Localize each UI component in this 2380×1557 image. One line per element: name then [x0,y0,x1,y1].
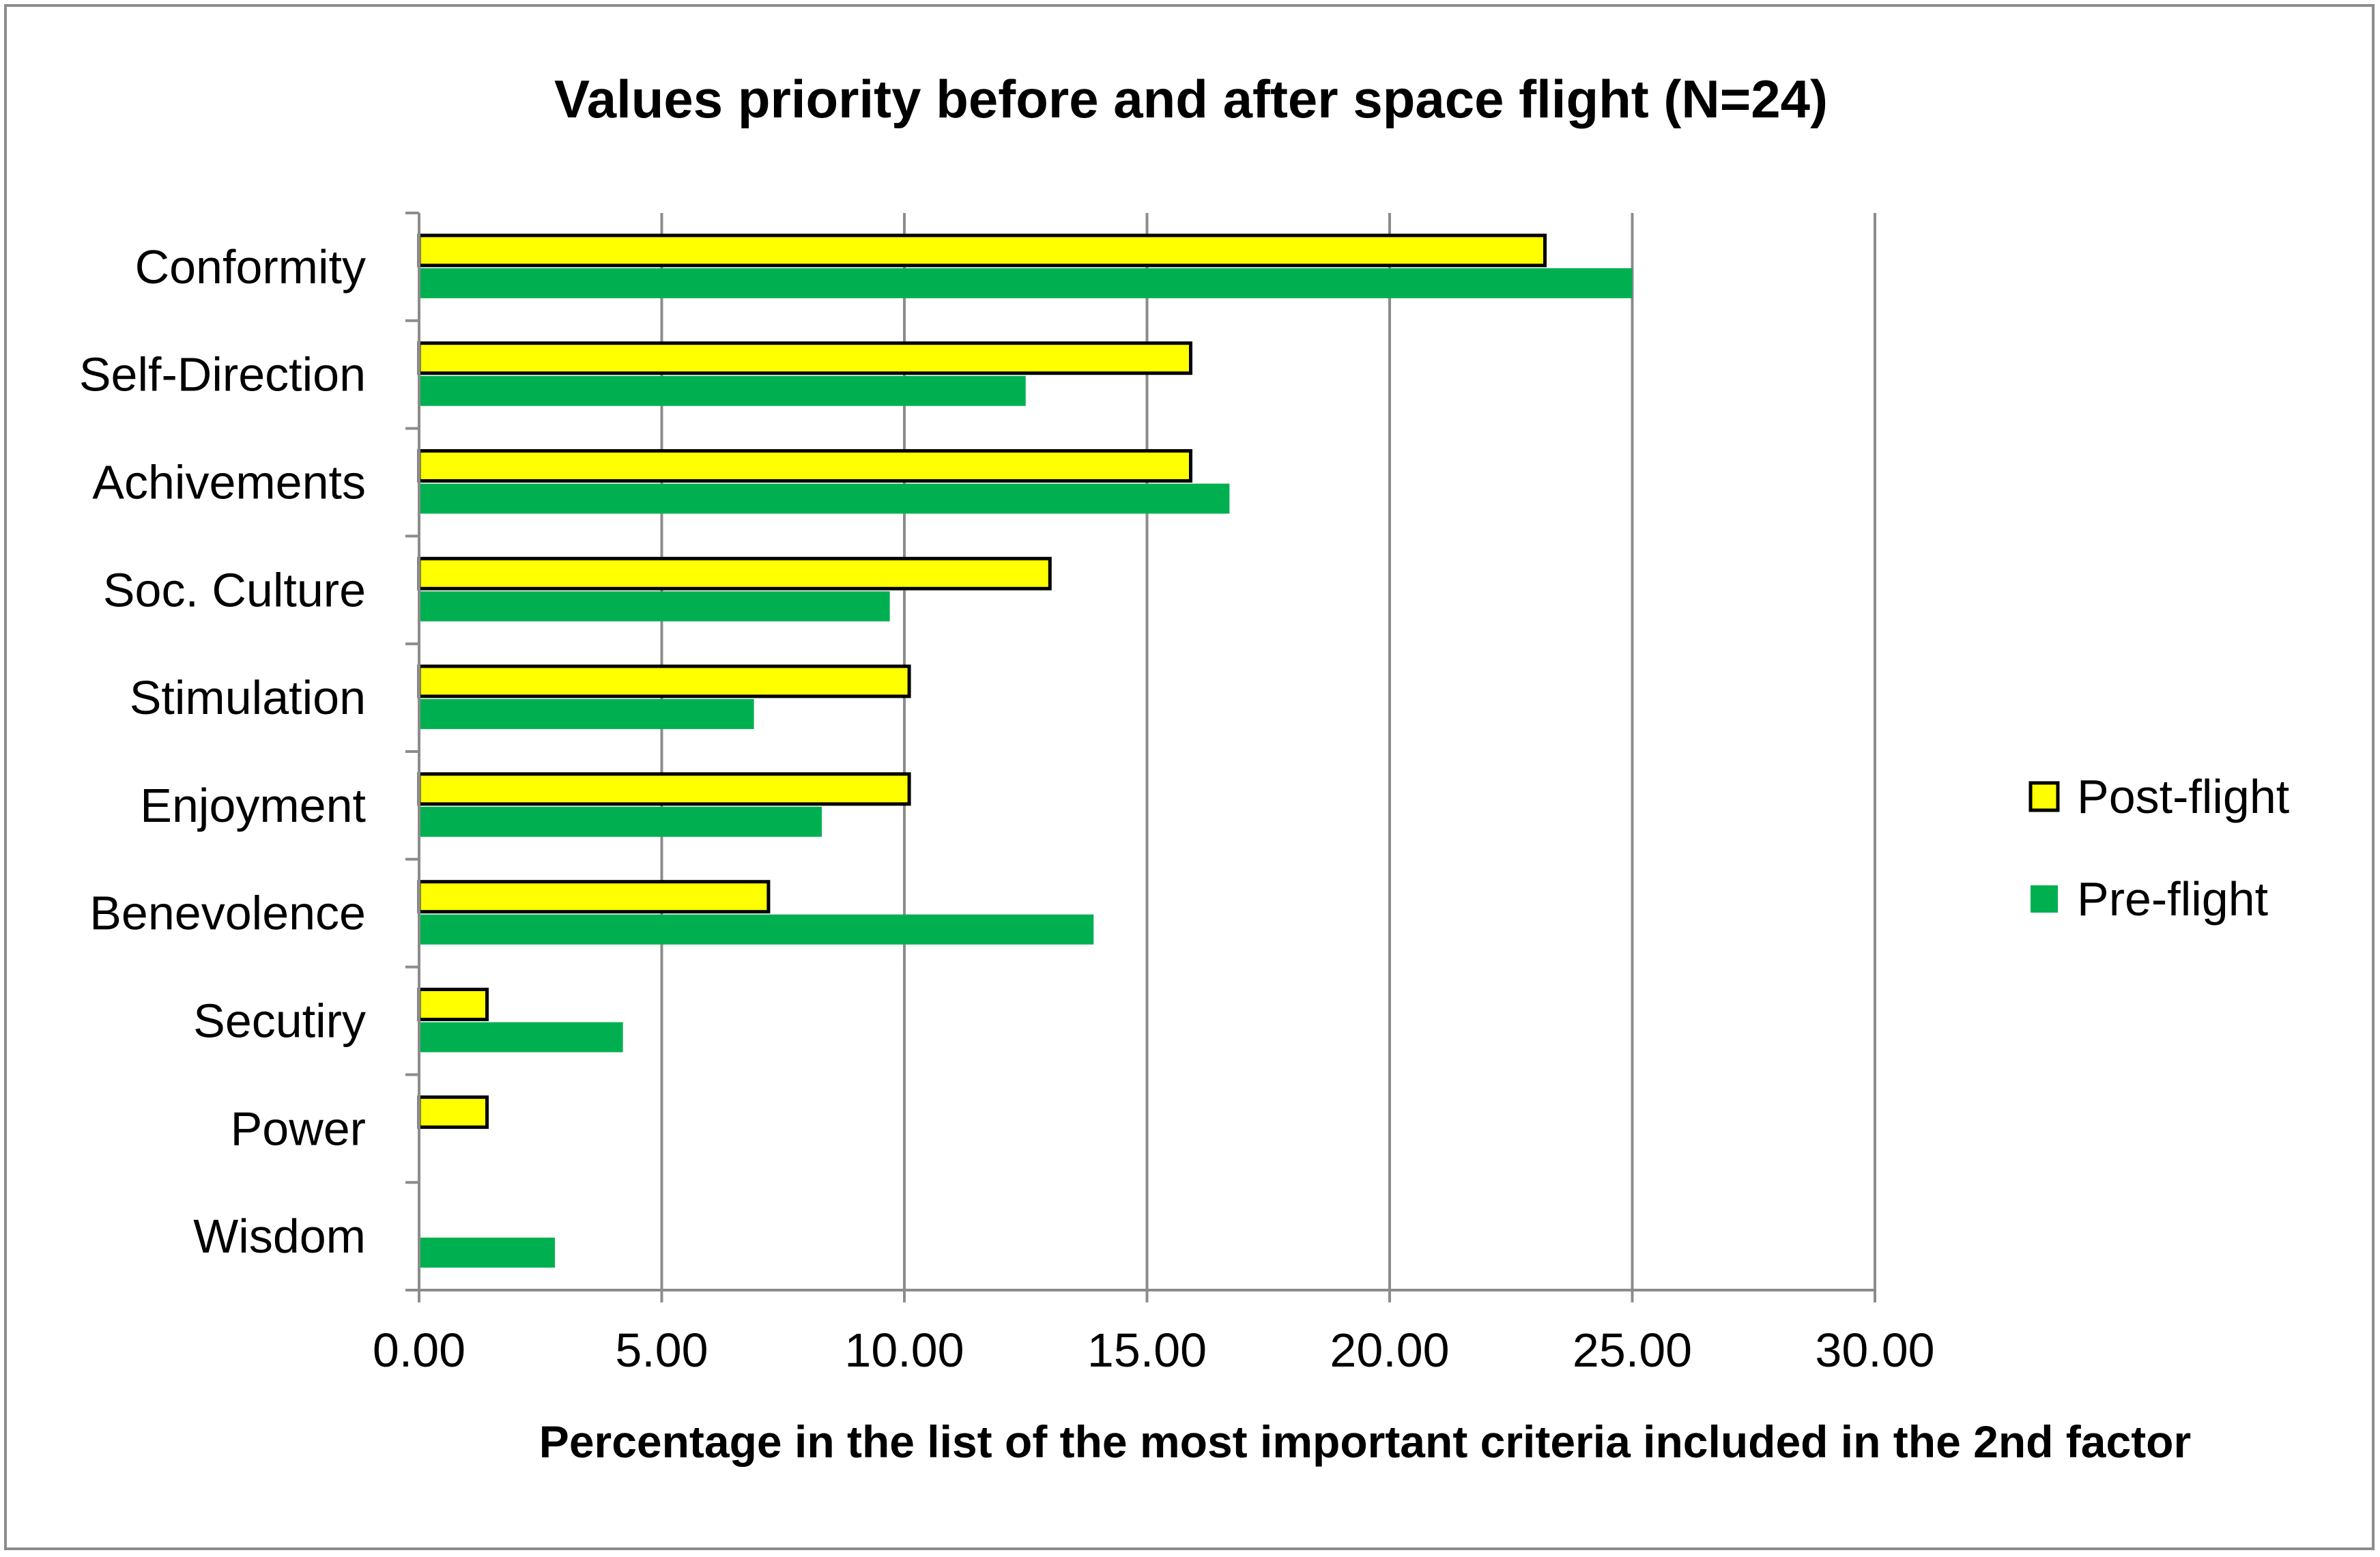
bar-pre-flight-conformity [419,268,1633,298]
legend-swatch-post-flight [2028,781,2060,812]
x-tick-label-4: 20.00 [1330,1324,1449,1377]
x-tick-label-3: 15.00 [1087,1324,1207,1377]
legend-label-post-flight: Post-flight [2077,770,2289,823]
bar-post-flight-conformity [417,233,1547,268]
bar-post-flight-self-direction [417,341,1192,375]
bar-post-flight-stimulation [417,664,911,698]
category-label-secutiry: Secutiry [193,995,366,1048]
category-label-self-direction: Self-Direction [79,348,366,401]
bar-post-flight-achivements [417,449,1192,483]
x-axis-title: Percentage in the list of the most impor… [539,1416,2191,1467]
bar-post-flight-soc-culture [417,556,1052,590]
category-label-achivements: Achivements [92,456,366,509]
x-tick-label-0: 0.00 [373,1324,465,1377]
x-tick-label-5: 25.00 [1573,1324,1692,1377]
legend: Post-flight Pre-flight [2028,770,2289,926]
bar-pre-flight-self-direction [419,375,1026,406]
category-label-benevolence: Benevolence [89,887,366,940]
bar-pre-flight-secutiry [419,1022,623,1053]
bar-post-flight-benevolence [417,880,771,914]
legend-label-pre-flight: Pre-flight [2077,872,2268,926]
bar-pre-flight-achivements [419,483,1230,514]
category-label-soc-culture: Soc. Culture [103,563,366,616]
chart-title: Values priority before and after space f… [554,69,1828,129]
bar-pre-flight-enjoyment [419,806,822,837]
x-tick-label-1: 5.00 [615,1324,708,1377]
bar-post-flight-enjoyment [417,772,911,806]
x-tick-label-2: 10.00 [844,1324,964,1377]
bar-post-flight-secutiry [417,988,489,1021]
labels-layer: 0.00 5.00 10.00 15.00 20.00 25.00 30.00 Conform… [79,240,1935,1377]
category-label-wisdom: Wisdom [193,1210,366,1263]
category-label-stimulation: Stimulation [130,671,366,724]
x-tick-label-6: 30.00 [1815,1324,1934,1377]
category-label-power: Power [231,1102,366,1155]
bar-post-flight-power [417,1095,489,1129]
category-label-enjoyment: Enjoyment [140,779,366,832]
bar-pre-flight-stimulation [419,699,754,730]
axis-layer [405,212,1876,1302]
bar-pre-flight-soc-culture [419,591,890,622]
bar-pre-flight-wisdom [419,1238,556,1268]
legend-swatch-pre-flight [2031,885,2058,913]
category-label-conformity: Conformity [135,240,366,294]
bars-layer [417,233,1633,1268]
bar-pre-flight-benevolence [419,914,1094,945]
